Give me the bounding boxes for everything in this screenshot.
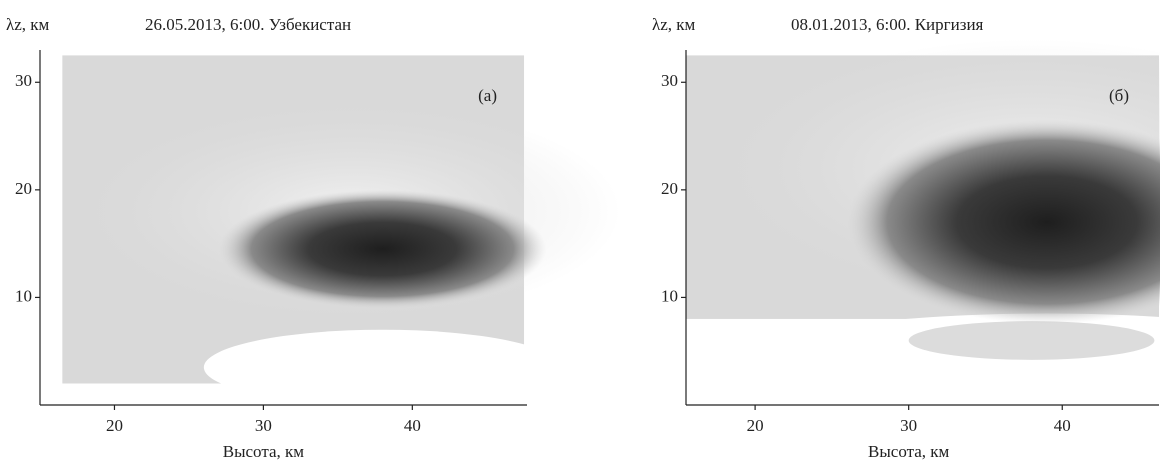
y-tick-label: 30 xyxy=(661,71,678,90)
x-tick-label: 40 xyxy=(404,416,421,435)
x-axis-label: Высота, км xyxy=(223,442,305,461)
y-axis-label: λz, км xyxy=(6,15,50,34)
y-tick-label: 10 xyxy=(15,286,32,305)
x-tick-label: 30 xyxy=(255,416,272,435)
y-tick-label: 10 xyxy=(661,286,678,305)
field-low xyxy=(203,329,562,405)
x-tick-label: 30 xyxy=(900,416,917,435)
x-tick-label: 20 xyxy=(747,416,764,435)
field-maximum xyxy=(218,189,547,309)
y-axis-label: λz, км xyxy=(652,15,696,34)
chart-title: 08.01.2013, 6:00. Киргизия xyxy=(791,15,984,34)
x-axis-label: Высота, км xyxy=(868,442,950,461)
panel-label: (б) xyxy=(1109,86,1129,105)
y-tick-label: 30 xyxy=(15,71,32,90)
y-tick-label: 20 xyxy=(15,179,32,198)
y-tick-label: 20 xyxy=(661,179,678,198)
field-patch xyxy=(908,321,1155,360)
x-tick-label: 20 xyxy=(106,416,123,435)
panel-label: (а) xyxy=(478,86,497,105)
chart-title: 26.05.2013, 6:00. Узбекистан xyxy=(145,15,351,34)
x-tick-label: 40 xyxy=(1054,416,1071,435)
field-maximum xyxy=(847,119,1160,325)
